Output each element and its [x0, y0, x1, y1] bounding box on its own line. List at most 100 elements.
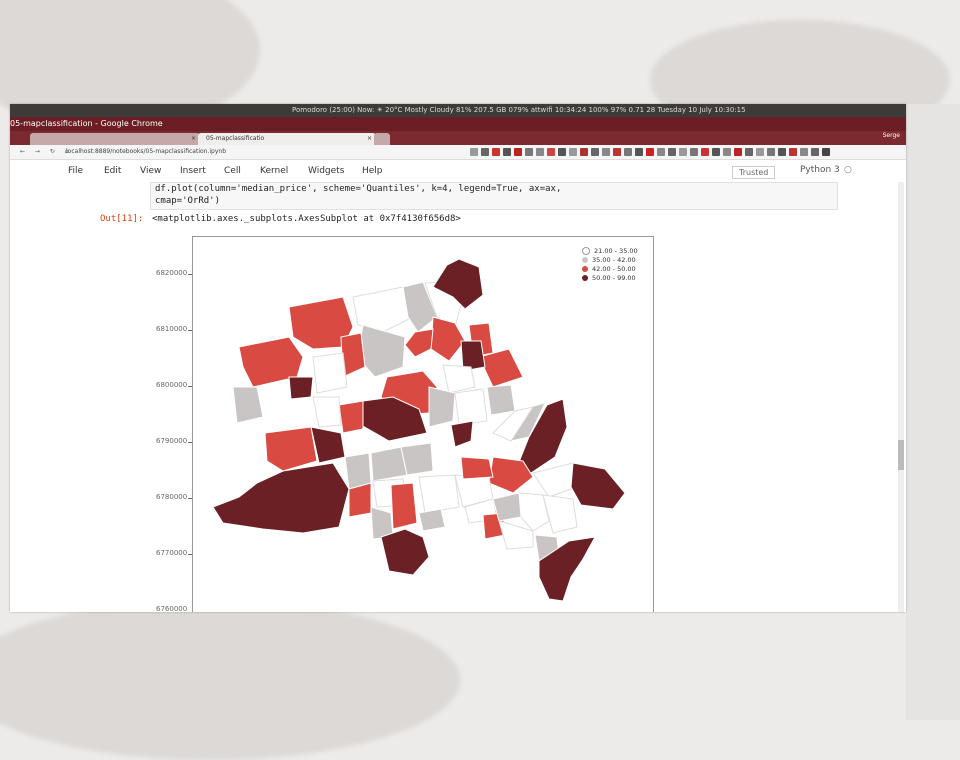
y-tick-label: 6800000 [156, 381, 188, 389]
output-text: <matplotlib.axes._subplots.AxesSubplot a… [152, 214, 461, 224]
map-region [400, 442, 434, 476]
menu-icon[interactable] [822, 148, 830, 156]
map-region [380, 528, 430, 576]
y-tick-mark [188, 554, 192, 555]
extension-icon[interactable] [723, 148, 731, 156]
extension-icon[interactable] [591, 148, 599, 156]
choropleth-map [212, 258, 626, 602]
extension-icons [470, 148, 830, 156]
extension-icon[interactable] [613, 148, 621, 156]
extension-icon[interactable] [624, 148, 632, 156]
map-region [492, 406, 535, 442]
legend-swatch [582, 274, 588, 281]
extension-icon[interactable] [745, 148, 753, 156]
map-region [418, 474, 460, 514]
map-region [538, 536, 596, 602]
map-region [442, 364, 476, 394]
system-top-panel: Pomodoro (25:00) Now: ☀ 20°C Mostly Clou… [10, 104, 906, 117]
menu-kernel[interactable]: Kernel [260, 166, 289, 176]
y-tick-label: 6760000 [156, 605, 188, 612]
menu-view[interactable]: View [140, 166, 162, 176]
map-region [264, 426, 318, 472]
extension-icon[interactable] [679, 148, 687, 156]
menu-cell[interactable]: Cell [224, 166, 241, 176]
legend-entry: 42.00 - 50.00 [582, 264, 638, 273]
map-region [390, 482, 418, 530]
nav-buttons[interactable]: ← → ↻ ⌂ [20, 148, 73, 155]
tab-label: 05-mapclassificatio [206, 135, 265, 142]
code-cell[interactable]: df.plot(column='median_price', scheme='Q… [150, 182, 838, 210]
legend-swatch [582, 246, 590, 255]
page-scrollbar[interactable] [898, 182, 904, 612]
map-region [312, 396, 342, 428]
kernel-status-icon: ○ [844, 165, 852, 175]
browser-tab[interactable]: × [30, 133, 200, 145]
map-region [428, 386, 456, 428]
url-field[interactable]: localhost:8889/notebooks/05-mapclassific… [66, 148, 227, 155]
menu-help[interactable]: Help [362, 166, 383, 176]
menu-file[interactable]: File [68, 166, 84, 176]
map-region [486, 384, 516, 416]
legend-label: 21.00 - 35.00 [594, 246, 638, 255]
legend-swatch [582, 265, 588, 272]
extension-icon[interactable] [767, 148, 775, 156]
y-tick-label: 6780000 [156, 493, 188, 501]
extension-icon[interactable] [800, 148, 808, 156]
extension-icon[interactable] [602, 148, 610, 156]
browser-tab[interactable] [374, 133, 390, 145]
map-region [404, 328, 434, 358]
y-tick-mark [188, 274, 192, 275]
extension-icon[interactable] [646, 148, 654, 156]
extension-icon[interactable] [668, 148, 676, 156]
extension-icon[interactable] [514, 148, 522, 156]
map-region [532, 462, 578, 498]
background-blob [0, 600, 460, 760]
extension-icon[interactable] [492, 148, 500, 156]
extension-icon[interactable] [657, 148, 665, 156]
legend-label: 42.00 - 50.00 [592, 264, 636, 273]
legend-swatch [582, 256, 588, 263]
y-tick-label: 6810000 [156, 325, 188, 333]
menu-widgets[interactable]: Widgets [308, 166, 345, 176]
tab-strip: × 05-mapclassificatio × Serge [10, 131, 906, 145]
menu-insert[interactable]: Insert [180, 166, 206, 176]
map-region [348, 482, 372, 518]
extension-icon[interactable] [558, 148, 566, 156]
scrollbar-thumb[interactable] [898, 440, 904, 470]
window-title-bar: 05-mapclassification - Google Chrome [10, 117, 906, 131]
extension-icon[interactable] [481, 148, 489, 156]
browser-tab-active[interactable]: 05-mapclassificatio × [198, 133, 376, 145]
extension-icon[interactable] [547, 148, 555, 156]
notebook-area: df.plot(column='median_price', scheme='Q… [54, 182, 854, 612]
trusted-badge[interactable]: Trusted [732, 166, 776, 179]
extension-icon[interactable] [635, 148, 643, 156]
legend-label: 35.00 - 42.00 [592, 255, 636, 264]
extension-icon[interactable] [690, 148, 698, 156]
map-region [450, 420, 474, 448]
extension-icon[interactable] [536, 148, 544, 156]
plot-axes [192, 236, 654, 612]
extension-icon[interactable] [580, 148, 588, 156]
extension-icon[interactable] [789, 148, 797, 156]
profile-name[interactable]: Serge [882, 132, 900, 139]
close-icon[interactable]: × [366, 135, 372, 142]
extension-icon[interactable] [811, 148, 819, 156]
menu-edit[interactable]: Edit [104, 166, 122, 176]
extension-icon[interactable] [525, 148, 533, 156]
close-icon[interactable]: × [190, 135, 196, 142]
extension-icon[interactable] [756, 148, 764, 156]
extension-icon[interactable] [778, 148, 786, 156]
map-region [432, 258, 484, 310]
star-icon[interactable] [470, 148, 478, 156]
extension-icon[interactable] [734, 148, 742, 156]
map-region [570, 462, 626, 510]
extension-icon[interactable] [712, 148, 720, 156]
map-region [430, 316, 466, 362]
extension-icon[interactable] [503, 148, 511, 156]
map-region [478, 348, 524, 388]
legend-label: 50.00 - 99.00 [592, 273, 636, 282]
code-line: df.plot(column='median_price', scheme='Q… [155, 184, 562, 194]
extension-icon[interactable] [569, 148, 577, 156]
extension-icon[interactable] [701, 148, 709, 156]
y-tick-mark [188, 386, 192, 387]
